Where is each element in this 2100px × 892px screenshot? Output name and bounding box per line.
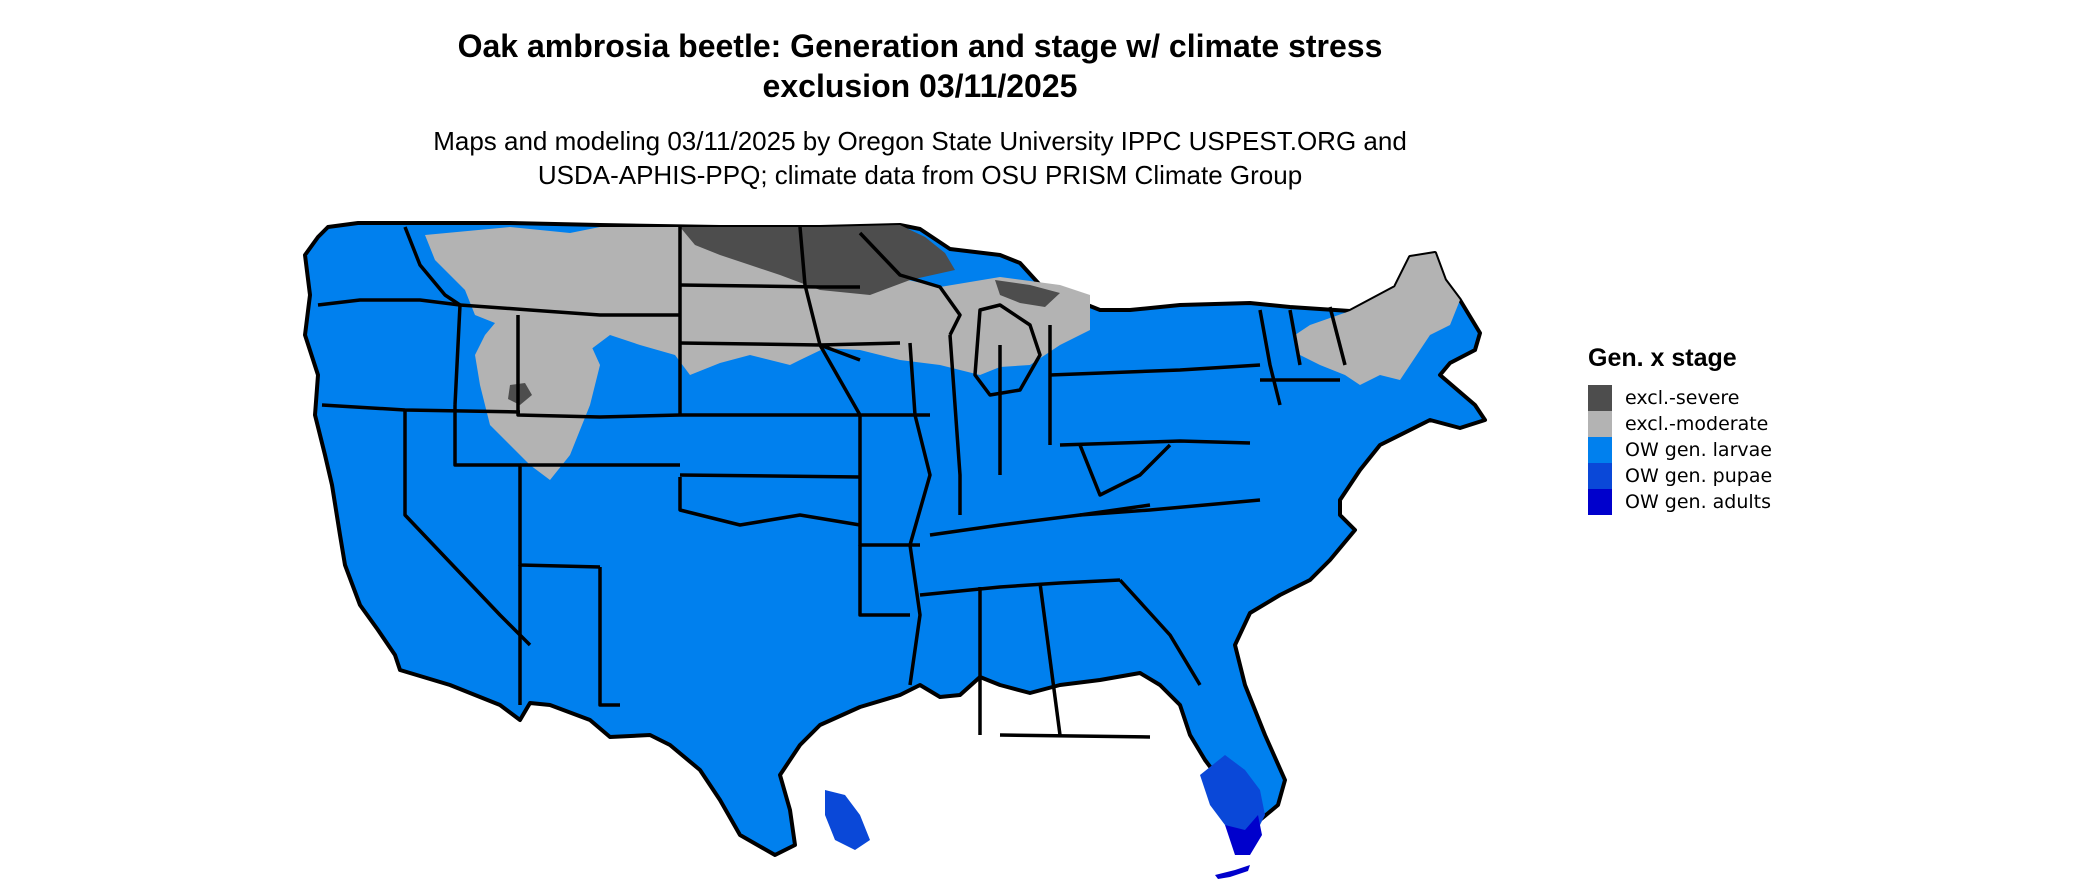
north-central-severe	[680, 225, 955, 295]
border-ar-la	[858, 545, 910, 617]
border-mi-wi	[858, 231, 962, 336]
us-map	[303, 221, 1487, 879]
border-nd-sd	[679, 283, 860, 289]
map-title-line-1: Oak ambrosia beetle: Generation and stag…	[457, 28, 1383, 64]
upper-michigan-severe	[995, 280, 1060, 307]
border-nm-tx	[598, 567, 620, 707]
map-title: Oak ambrosia beetle: Generation and stag…	[390, 26, 1450, 106]
legend-item: excl.-moderate	[1588, 411, 1848, 437]
northern-plains-moderate	[425, 227, 1090, 375]
border-al-ga	[1038, 582, 1062, 736]
map-legend: Gen. x stage excl.-severe excl.-moderate O…	[1588, 343, 1848, 515]
border-lower-michigan	[973, 303, 1042, 397]
border-ga-fl	[999, 733, 1151, 739]
exclusion-severe-region	[508, 225, 1060, 405]
map-title-line-2: exclusion 03/11/2025	[762, 68, 1078, 104]
map-subtitle-line-2: USDA-APHIS-PPQ; climate data from OSU PR…	[537, 160, 1303, 190]
border-ny-ne	[1258, 309, 1282, 406]
legend-swatch	[1588, 385, 1612, 411]
border-wa-or	[317, 298, 461, 307]
legend-swatch	[1588, 463, 1612, 489]
exclusion-moderate-region	[425, 227, 1460, 480]
border-mn-ia	[798, 226, 901, 347]
legend-label: OW gen. larvae	[1625, 439, 1772, 461]
legend-items: excl.-severe excl.-moderate OW gen. larvae…	[1588, 385, 1848, 515]
texas-coast-pupae	[825, 790, 870, 850]
border-ga-sc	[1118, 578, 1202, 686]
florida-pupae	[1200, 755, 1265, 840]
border-ok-tx	[678, 477, 861, 527]
border-ks-ok	[679, 473, 861, 479]
wyoming-severe-spot	[508, 383, 532, 405]
border-id	[403, 226, 462, 406]
border-mt-wy	[459, 303, 680, 317]
state-borders	[317, 226, 1347, 739]
legend-item: OW gen. larvae	[1588, 437, 1848, 463]
florida-adults	[1225, 815, 1262, 855]
border-pa-ny	[1049, 363, 1261, 377]
legend-label: excl.-severe	[1625, 387, 1740, 409]
legend-swatch	[1588, 411, 1612, 437]
border-vt-nh	[1288, 309, 1302, 366]
keys-adults	[1215, 865, 1250, 879]
legend-label: OW gen. pupae	[1625, 465, 1773, 487]
rockies-moderate	[475, 305, 600, 480]
border-il-in	[948, 334, 962, 515]
border-pa-md	[1059, 439, 1251, 447]
legend-label: OW gen. adults	[1625, 491, 1772, 513]
legend-swatch	[1588, 437, 1612, 463]
legend-item: OW gen. pupae	[1588, 463, 1848, 489]
border-wy-co	[516, 315, 681, 419]
legend-label: excl.-moderate	[1625, 413, 1769, 435]
legend-item: excl.-severe	[1588, 385, 1848, 411]
border-nv-ca	[403, 410, 532, 647]
legend-title: Gen. x stage	[1588, 344, 1737, 372]
border-nh-me	[1328, 306, 1347, 366]
northeast-moderate	[1295, 253, 1460, 385]
border-ky-tn	[929, 503, 1151, 537]
border-mississippi	[908, 342, 932, 686]
map-subtitle: Maps and modeling 03/11/2025 by Oregon S…	[390, 124, 1450, 192]
southern-warm-region	[825, 755, 1265, 879]
legend-swatch	[1588, 489, 1612, 515]
map-subtitle-line-1: Maps and modeling 03/11/2025 by Oregon S…	[433, 126, 1407, 156]
border-tn-ms-al	[919, 578, 1121, 597]
legend-item: OW gen. adults	[1588, 489, 1848, 515]
border-va-wv	[1078, 443, 1172, 497]
border-nc-va	[1079, 498, 1261, 517]
